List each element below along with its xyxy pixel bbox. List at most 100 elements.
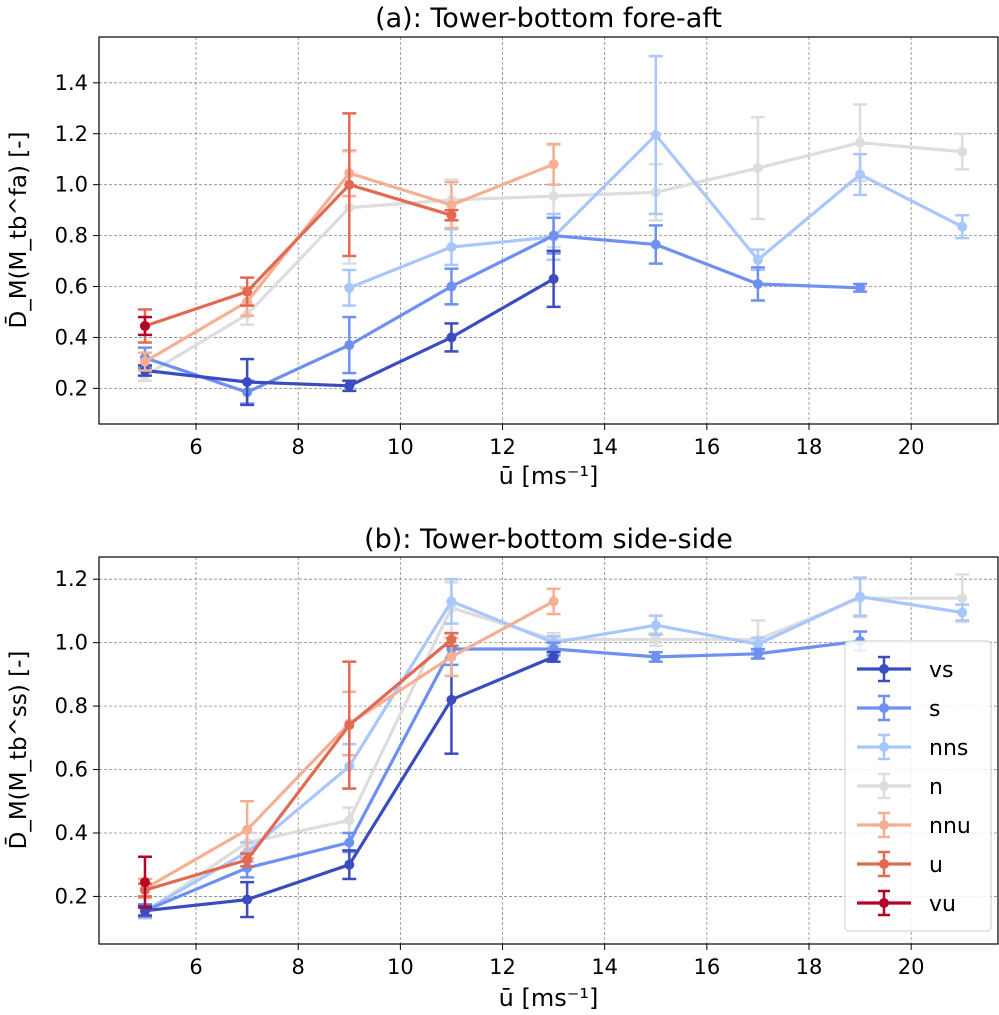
data-point — [650, 239, 661, 250]
data-point — [548, 651, 559, 662]
series-vs — [137, 249, 561, 407]
data-point — [344, 340, 355, 351]
data-point — [446, 694, 457, 705]
y-tick-label: 0.4 — [55, 821, 88, 845]
x-tick-label: 10 — [387, 955, 414, 979]
legend-marker — [879, 781, 889, 791]
axes-frame — [98, 556, 999, 945]
data-point — [650, 620, 661, 631]
data-point — [548, 273, 559, 284]
data-point — [446, 200, 457, 211]
legend-label: vu — [929, 892, 956, 917]
data-point — [548, 191, 559, 202]
series-line-s — [144, 639, 861, 913]
x-tick-label: 18 — [796, 435, 823, 459]
data-point — [957, 607, 968, 618]
data-point — [446, 210, 457, 221]
data-point — [242, 894, 253, 905]
data-point — [855, 137, 866, 148]
data-point — [242, 376, 253, 387]
chart-title: (a): Tower-bottom fore-aft — [375, 3, 722, 34]
x-tick-label: 10 — [387, 435, 414, 459]
y-tick-label: 1.2 — [55, 567, 88, 591]
legend-box — [844, 640, 992, 932]
data-point — [344, 859, 355, 870]
y-tick-label: 1.2 — [55, 122, 88, 146]
legend-label: vs — [929, 658, 953, 683]
data-point — [650, 634, 661, 645]
data-point — [242, 824, 253, 835]
legend-marker — [879, 703, 889, 713]
series-line-u — [144, 638, 453, 892]
legend-label: n — [929, 775, 943, 800]
data-point — [855, 282, 866, 293]
legend: vs s nns n nnu u vu — [844, 640, 992, 932]
y-tick-label: 0.4 — [55, 325, 88, 349]
series-vs — [137, 644, 561, 919]
series-line-u — [144, 183, 452, 328]
series-nns — [342, 54, 970, 307]
y-axis-label: D̄_M(M_tb^ss) [-] — [4, 651, 32, 850]
data-point — [752, 639, 763, 650]
axes-frame — [98, 36, 999, 425]
x-tick-label: 8 — [292, 955, 305, 979]
data-point — [446, 242, 457, 253]
data-point — [752, 648, 763, 659]
x-tick-label: 14 — [591, 435, 618, 459]
data-point — [344, 720, 355, 731]
series-vu — [137, 315, 152, 337]
chart-panel-a: 6 8 10 12 14 16 18 20 0.2 0.4 0.6 0.8 1.0 1.2 1.4 (a): … — [4, 3, 999, 490]
x-tick-label: 20 — [898, 955, 925, 979]
data-point — [139, 877, 150, 888]
x-tick-label: 18 — [796, 955, 823, 979]
data-point — [242, 286, 253, 297]
data-point — [344, 179, 355, 190]
data-point — [855, 591, 866, 602]
data-point — [242, 854, 253, 865]
x-tick-label: 6 — [189, 955, 202, 979]
data-point — [752, 254, 763, 265]
x-tick-label: 14 — [591, 955, 618, 979]
y-tick-label: 1.0 — [55, 173, 88, 197]
x-tick-label: 20 — [898, 435, 925, 459]
y-tick-label: 0.8 — [55, 694, 88, 718]
series-vu — [137, 855, 152, 909]
y-axis-label: D̄_M(M_tb^fa) [-] — [4, 132, 32, 329]
data-point — [752, 278, 763, 289]
data-point — [548, 159, 559, 170]
legend-marker — [879, 664, 889, 674]
y-tick-label: 0.2 — [55, 376, 88, 400]
x-tick-label: 12 — [489, 955, 516, 979]
x-axis-label: ū [ms⁻¹] — [499, 984, 599, 1012]
y-tick-label: 0.6 — [55, 758, 88, 782]
data-point — [957, 593, 968, 604]
data-point — [957, 146, 968, 157]
data-point — [446, 281, 457, 292]
x-tick-label: 8 — [292, 435, 305, 459]
x-tick-label: 16 — [693, 955, 720, 979]
legend-marker — [879, 859, 889, 869]
data-point — [139, 320, 150, 331]
data-point — [855, 169, 866, 180]
data-point — [344, 815, 355, 826]
data-point — [650, 651, 661, 662]
data-point — [139, 356, 150, 367]
legend-label: nnu — [929, 814, 971, 839]
y-tick-label: 1.4 — [55, 71, 88, 95]
data-point — [752, 163, 763, 174]
data-point — [548, 596, 559, 607]
chart-title: (b): Tower-bottom side-side — [364, 524, 733, 555]
y-tick-label: 0.2 — [55, 884, 88, 908]
series-u — [137, 631, 459, 898]
series-line-s — [144, 234, 861, 394]
chart-panel-b: 6 8 10 12 14 16 18 20 0.2 0.4 0.6 0.8 1.0 1.2 (b): Tow… — [4, 524, 999, 1012]
legend-marker — [879, 820, 889, 830]
x-tick-label: 16 — [693, 435, 720, 459]
data-point — [446, 634, 457, 645]
data-point — [344, 380, 355, 391]
data-point — [650, 130, 661, 141]
legend-label: nns — [929, 736, 968, 761]
data-point — [446, 596, 457, 607]
data-point — [446, 332, 457, 343]
